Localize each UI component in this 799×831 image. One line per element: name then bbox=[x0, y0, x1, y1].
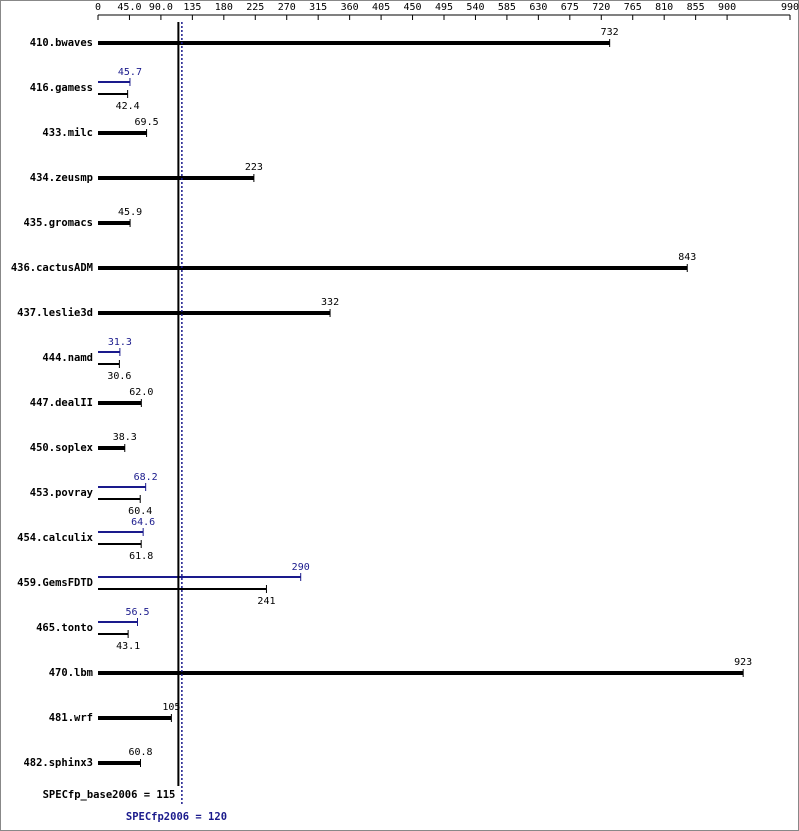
benchmark-name: 447.dealII bbox=[30, 397, 93, 409]
x-tick-label: 270 bbox=[278, 2, 296, 13]
benchmark-name: 435.gromacs bbox=[23, 217, 93, 229]
benchmark-name: 436.cactusADM bbox=[11, 262, 93, 274]
x-tick-label: 360 bbox=[341, 2, 359, 13]
value-label: 60.8 bbox=[128, 747, 152, 758]
benchmark-name: 444.namd bbox=[42, 352, 93, 364]
peak-value-label: 64.6 bbox=[131, 517, 155, 528]
base-value-label: 42.4 bbox=[116, 101, 140, 112]
x-tick-label: 720 bbox=[592, 2, 610, 13]
benchmark-name: 433.milc bbox=[42, 127, 93, 139]
peak-value-label: 68.2 bbox=[134, 472, 158, 483]
x-tick-label: 135 bbox=[183, 2, 201, 13]
benchmark-name: 454.calculix bbox=[17, 532, 94, 544]
benchmark-name: 450.soplex bbox=[30, 442, 94, 454]
x-tick-label: 810 bbox=[655, 2, 673, 13]
base-value-label: 43.1 bbox=[116, 641, 140, 652]
benchmark-name: 416.gamess bbox=[30, 82, 93, 94]
benchmark-name: 410.bwaves bbox=[30, 37, 93, 49]
x-tick-label: 675 bbox=[561, 2, 579, 13]
x-tick-label: 315 bbox=[309, 2, 327, 13]
x-tick-label: 180 bbox=[215, 2, 233, 13]
x-tick-label: 450 bbox=[404, 2, 422, 13]
benchmark-name: 459.GemsFDTD bbox=[17, 577, 93, 589]
value-label: 732 bbox=[601, 27, 619, 38]
base-value-label: 60.4 bbox=[128, 506, 152, 517]
benchmark-name: 434.zeusmp bbox=[30, 172, 93, 184]
x-tick-label: 0 bbox=[95, 2, 101, 13]
value-label: 223 bbox=[245, 162, 263, 173]
x-tick-label: 45.0 bbox=[117, 2, 141, 13]
value-label: 45.9 bbox=[118, 207, 142, 218]
value-label: 105 bbox=[162, 702, 180, 713]
x-tick-label: 540 bbox=[466, 2, 484, 13]
benchmark-name: 465.tonto bbox=[36, 622, 93, 634]
value-label: 69.5 bbox=[135, 117, 159, 128]
peak-value-label: 31.3 bbox=[108, 337, 132, 348]
x-tick-label: 900 bbox=[718, 2, 736, 13]
x-tick-label: 630 bbox=[529, 2, 547, 13]
base-reference-label: SPECfp_base2006 = 115 bbox=[43, 789, 176, 801]
value-label: 62.0 bbox=[129, 387, 153, 398]
peak-value-label: 290 bbox=[292, 562, 310, 573]
benchmark-name: 482.sphinx3 bbox=[23, 757, 93, 769]
peak-value-label: 45.7 bbox=[118, 67, 142, 78]
peak-value-label: 56.5 bbox=[125, 607, 149, 618]
x-tick-label: 990 bbox=[781, 2, 799, 13]
peak-reference-label: SPECfp2006 = 120 bbox=[126, 811, 227, 823]
value-label: 923 bbox=[734, 657, 752, 668]
x-tick-label: 405 bbox=[372, 2, 390, 13]
benchmark-name: 470.lbm bbox=[49, 667, 93, 679]
x-tick-label: 90.0 bbox=[149, 2, 173, 13]
x-tick-label: 765 bbox=[624, 2, 642, 13]
benchmark-name: 481.wrf bbox=[49, 712, 93, 724]
base-value-label: 241 bbox=[257, 596, 275, 607]
value-label: 38.3 bbox=[113, 432, 137, 443]
benchmark-name: 453.povray bbox=[30, 487, 94, 499]
x-tick-label: 225 bbox=[246, 2, 264, 13]
value-label: 332 bbox=[321, 297, 339, 308]
x-tick-label: 495 bbox=[435, 2, 453, 13]
x-tick-label: 585 bbox=[498, 2, 516, 13]
base-value-label: 61.8 bbox=[129, 551, 153, 562]
benchmark-name: 437.leslie3d bbox=[17, 307, 93, 319]
x-tick-label: 855 bbox=[687, 2, 705, 13]
base-value-label: 30.6 bbox=[107, 371, 131, 382]
value-label: 843 bbox=[678, 252, 696, 263]
